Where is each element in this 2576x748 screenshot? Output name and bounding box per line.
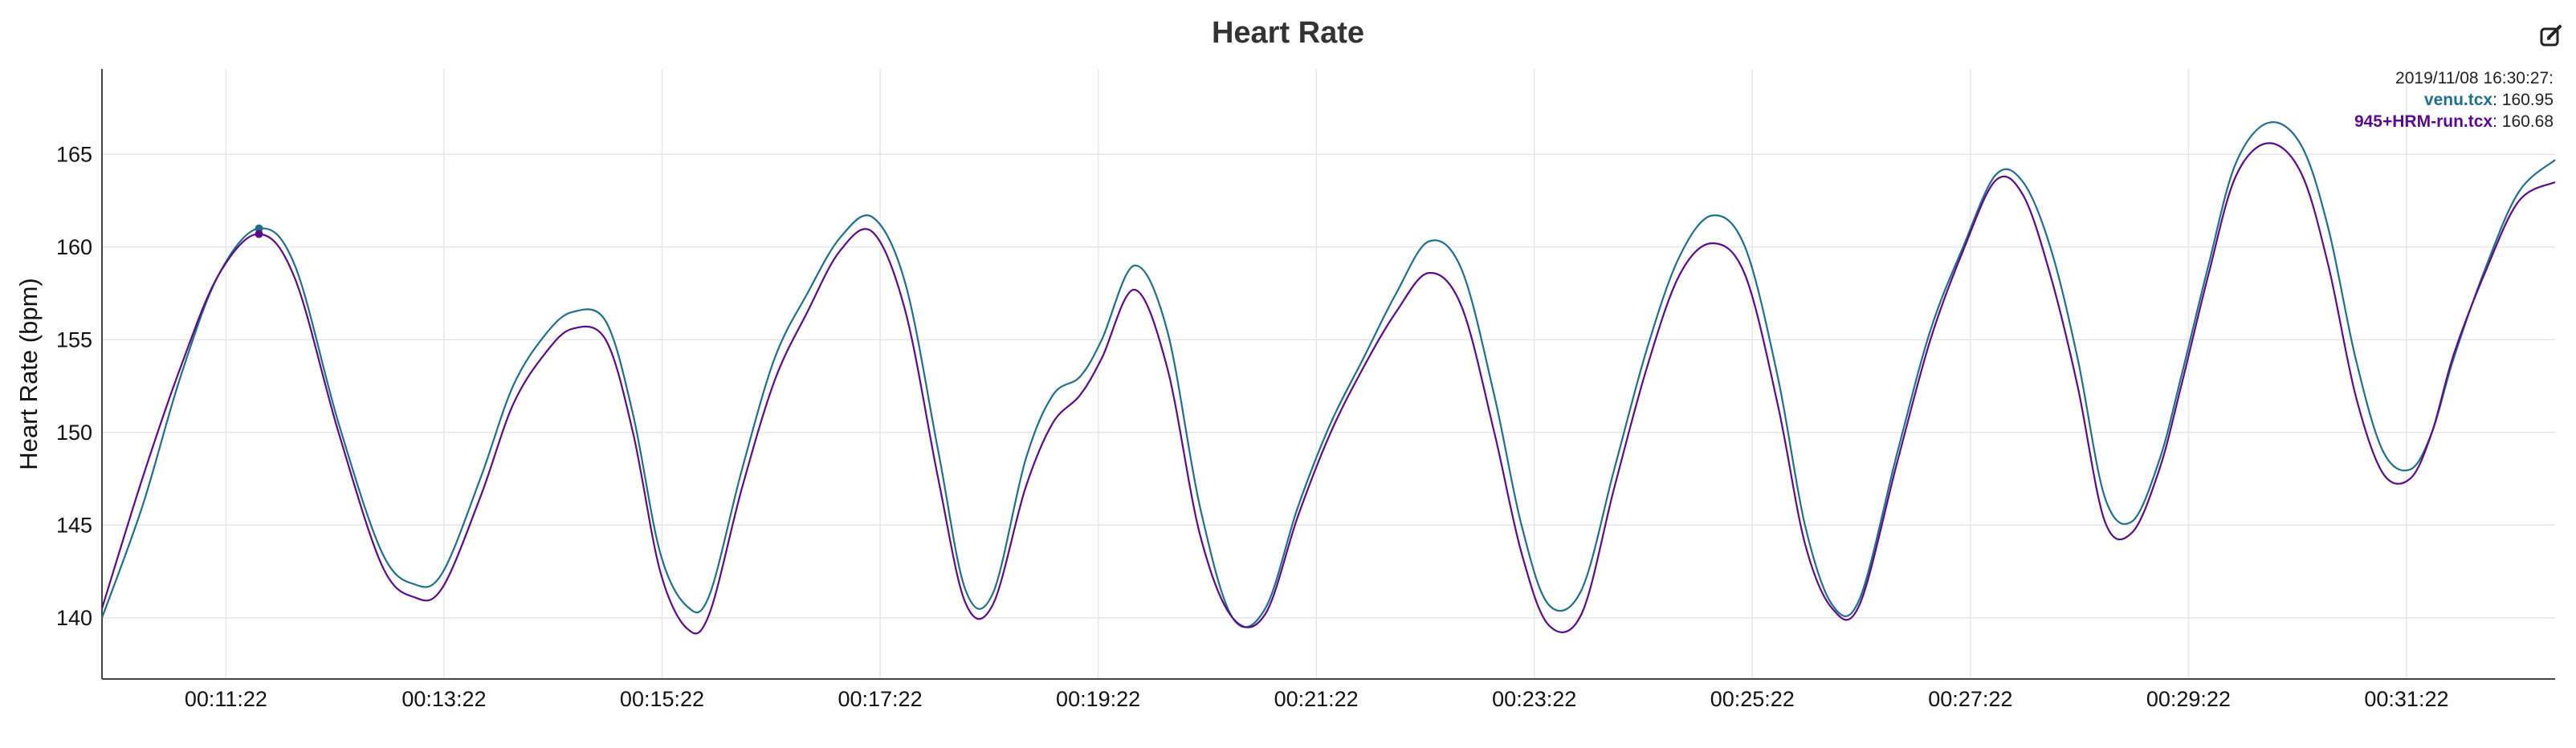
y-tick-label: 140 (56, 606, 92, 630)
x-tick-label: 00:21:22 (1274, 687, 1359, 711)
y-tick-label: 165 (56, 142, 92, 166)
legend-series-value: 160.68 (2501, 112, 2554, 131)
x-tick-label: 00:11:22 (185, 687, 267, 711)
x-tick-label: 00:17:22 (838, 687, 922, 711)
y-tick-label: 145 (56, 513, 92, 537)
y-axis-label: Heart Rate (bpm) (14, 278, 43, 470)
x-tick-label: 00:27:22 (1928, 687, 2012, 711)
hover-legend: 2019/11/08 16:30:27: venu.tcx: 160.95 94… (2354, 67, 2554, 132)
highlight-point (255, 230, 263, 238)
series-lines (100, 121, 2556, 635)
x-tick-label: 00:23:22 (1492, 687, 1576, 711)
series-line-venu (100, 121, 2556, 628)
legend-timestamp: 2019/11/08 16:30:27: (2395, 69, 2554, 87)
x-tick-label: 00:29:22 (2146, 687, 2231, 711)
legend-series-value: 160.95 (2501, 91, 2554, 109)
y-tick-labels: 140 145 150 155 160 165 (56, 142, 92, 630)
y-tick-label: 155 (56, 327, 92, 352)
chart-title: Heart Rate (1211, 16, 1365, 50)
legend-series-name: 945+HRM-run.tcx (2354, 112, 2493, 131)
x-tick-label: 00:31:22 (2364, 687, 2448, 711)
grid-lines (102, 69, 2555, 679)
x-tick-labels: 00:11:22 00:13:22 00:15:22 00:17:22 00:19:22… (185, 687, 2449, 711)
edit-icon[interactable] (2539, 24, 2563, 48)
x-tick-label: 00:19:22 (1056, 687, 1140, 711)
legend-item-945: 945+HRM-run.tcx: 160.68 (2354, 112, 2554, 131)
x-tick-label: 00:25:22 (1710, 687, 1795, 711)
x-tick-label: 00:15:22 (620, 687, 704, 711)
x-tick-label: 00:13:22 (401, 687, 486, 711)
highlight-point (255, 224, 263, 233)
highlight-markers (255, 224, 263, 238)
series-line-945-hrm (100, 142, 2556, 635)
legend-item-venu: venu.tcx: 160.95 (2423, 91, 2554, 109)
y-tick-label: 160 (56, 235, 92, 259)
y-tick-label: 150 (56, 421, 92, 445)
axes (101, 69, 2555, 680)
legend-series-name: venu.tcx (2423, 91, 2493, 109)
